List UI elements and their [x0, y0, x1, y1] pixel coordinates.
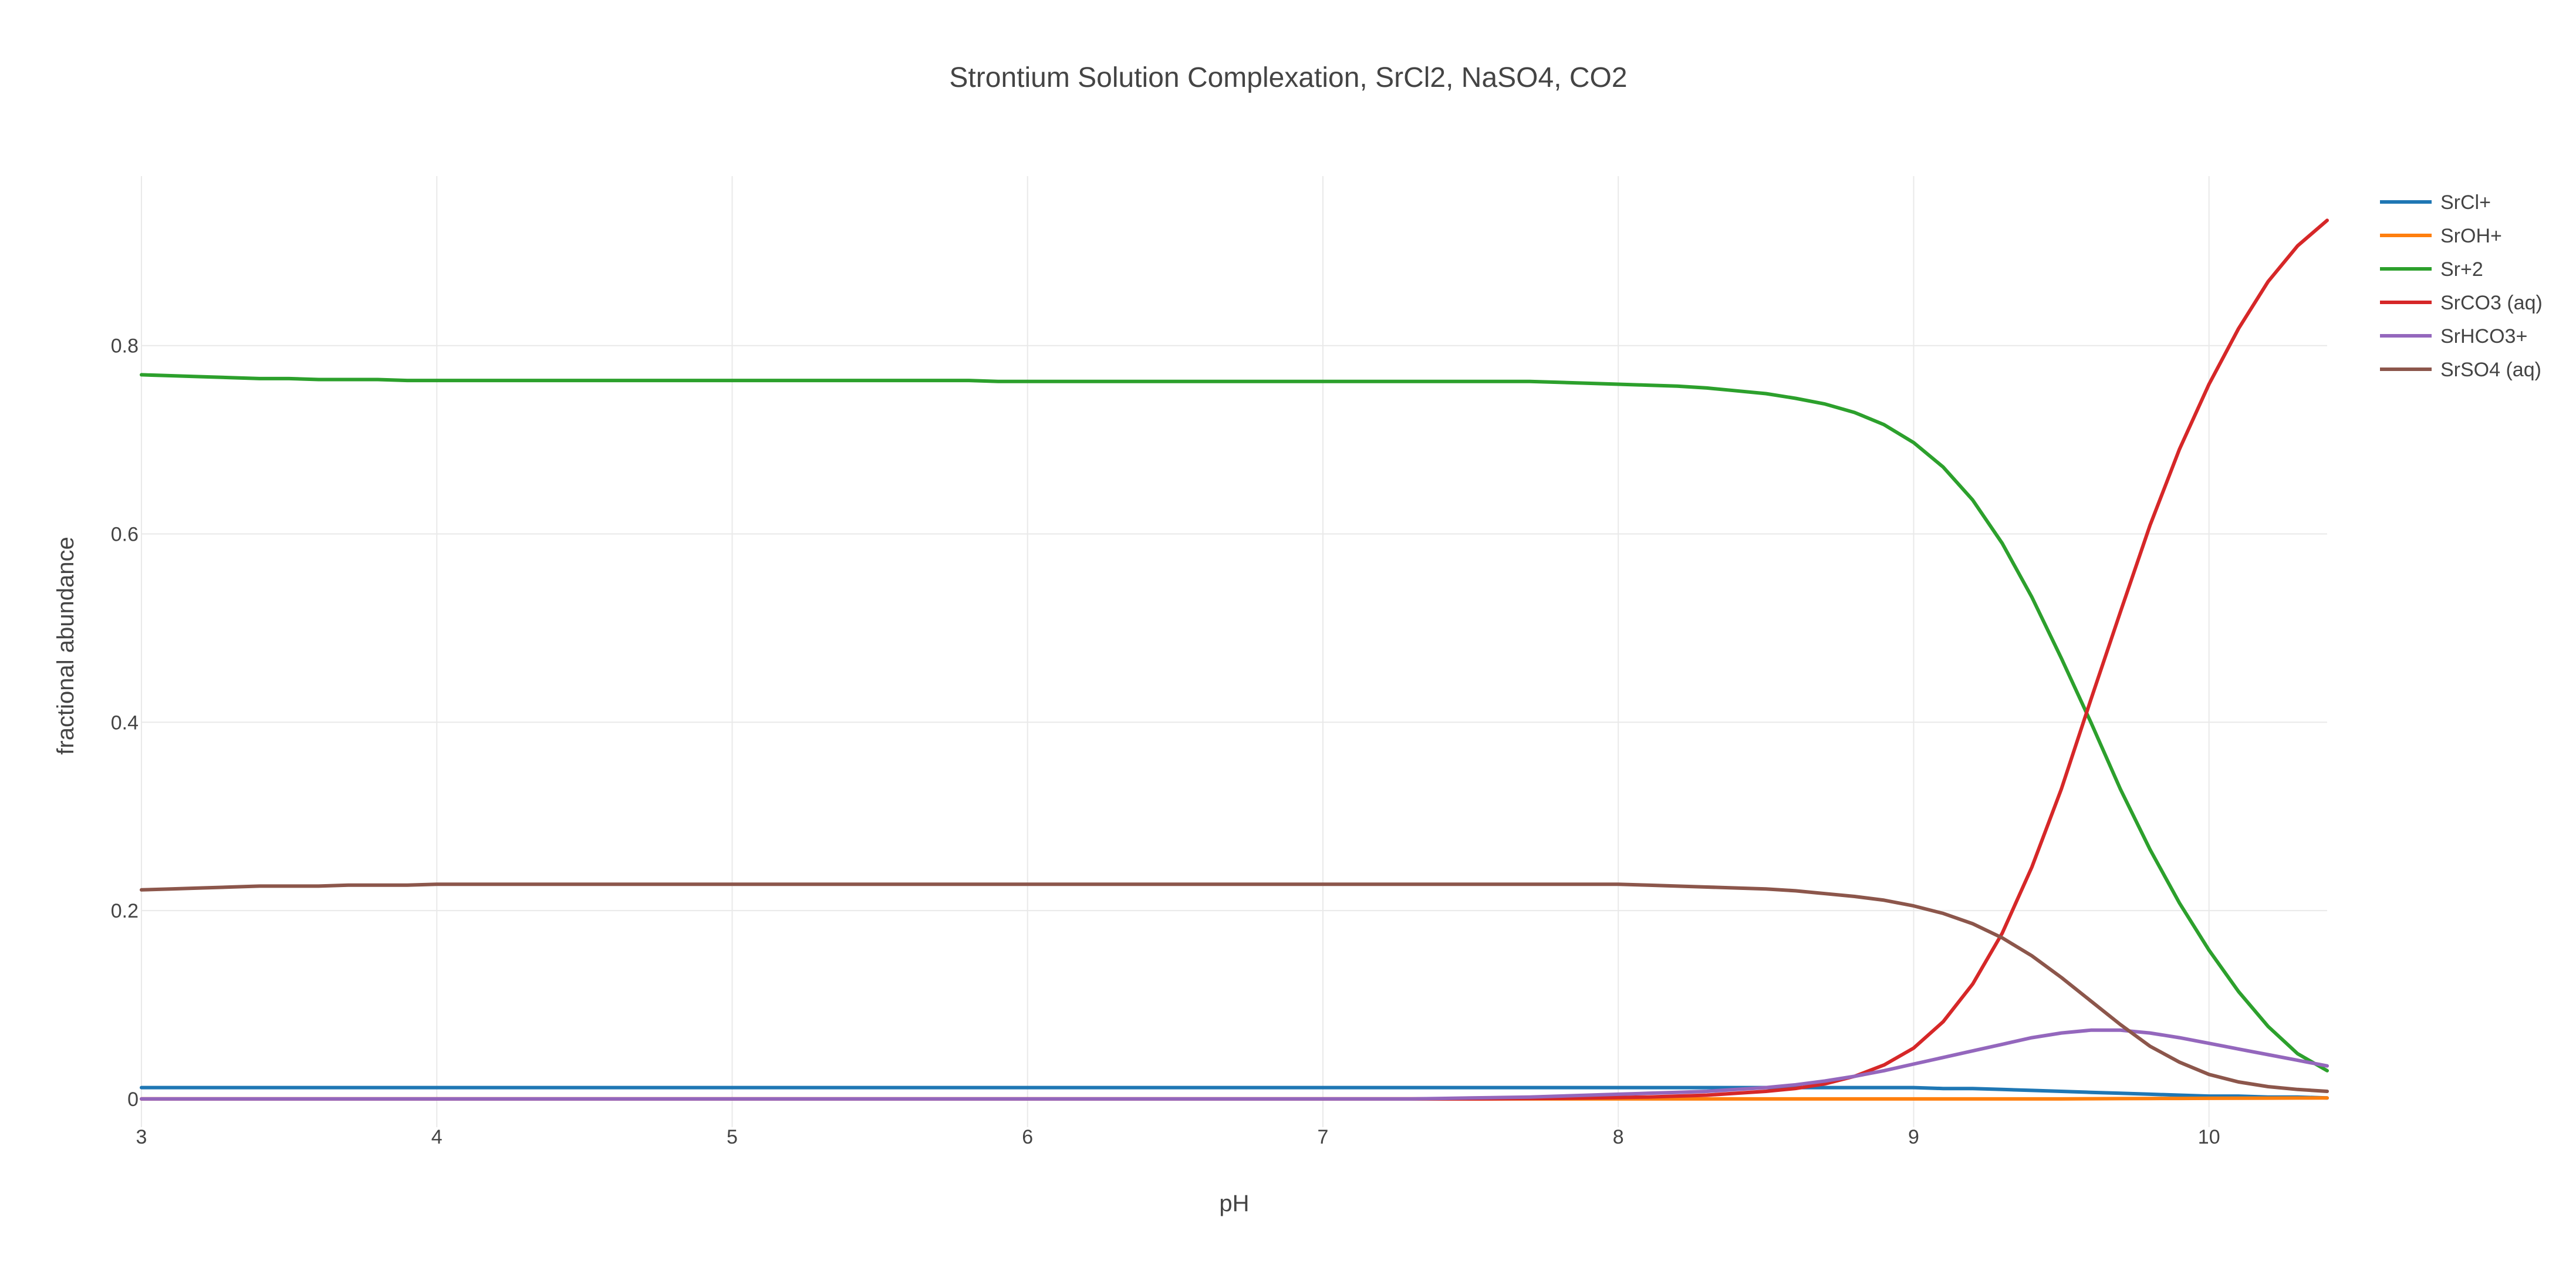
legend-label: SrCl+: [2440, 191, 2491, 214]
tick-layer: 3 4 5 6 7 8 9 10 0 0.2 0.4 0.6 0.8: [111, 335, 2220, 1148]
y-tick-label: 0.6: [111, 524, 139, 546]
legend-label: SrHCO3+: [2440, 325, 2527, 348]
y-tick-label: 0: [127, 1088, 139, 1111]
x-axis-label: pH: [1219, 1191, 1249, 1216]
legend-item-srco3-aq[interactable]: SrCO3 (aq): [2380, 292, 2543, 314]
x-tick-label: 5: [727, 1126, 738, 1148]
x-tick-label: 3: [136, 1126, 147, 1148]
legend-label: SrSO4 (aq): [2440, 359, 2541, 381]
x-tick-label: 6: [1022, 1126, 1033, 1148]
series-line-srcl: [140, 1085, 2329, 1100]
x-tick-label: 7: [1318, 1126, 1329, 1148]
y-axis-label: fractional abundance: [53, 537, 79, 754]
series-line-srso4-aq: [140, 882, 2329, 1093]
x-tick-label: 10: [2198, 1126, 2220, 1148]
legend-item-srso4-aq[interactable]: SrSO4 (aq): [2380, 359, 2541, 381]
y-tick-label: 0.2: [111, 900, 139, 922]
legend-item-sroh[interactable]: SrOH+: [2380, 225, 2502, 247]
legend-item-srcl[interactable]: SrCl+: [2380, 191, 2491, 214]
legend: SrCl+ SrOH+ Sr+2 SrCO3 (aq) SrHCO3+ SrSO4 (aq…: [2380, 191, 2543, 381]
legend-item-srhco3[interactable]: SrHCO3+: [2380, 325, 2527, 348]
legend-label: SrCO3 (aq): [2440, 292, 2543, 314]
chart-title: Strontium Solution Complexation, SrCl2, …: [949, 62, 1627, 93]
y-tick-label: 0.4: [111, 712, 139, 734]
plot-layer: [140, 218, 2329, 1101]
series-line-sr-2: [140, 373, 2329, 1073]
x-tick-label: 4: [431, 1126, 443, 1148]
legend-label: Sr+2: [2440, 258, 2483, 281]
series-line-srhco3: [140, 1028, 2329, 1101]
x-tick-label: 8: [1613, 1126, 1624, 1148]
legend-item-sr-2[interactable]: Sr+2: [2380, 258, 2483, 281]
x-tick-label: 9: [1908, 1126, 1919, 1148]
grid-layer: [141, 176, 2327, 1127]
y-tick-label: 0.8: [111, 335, 139, 358]
legend-label: SrOH+: [2440, 225, 2502, 247]
